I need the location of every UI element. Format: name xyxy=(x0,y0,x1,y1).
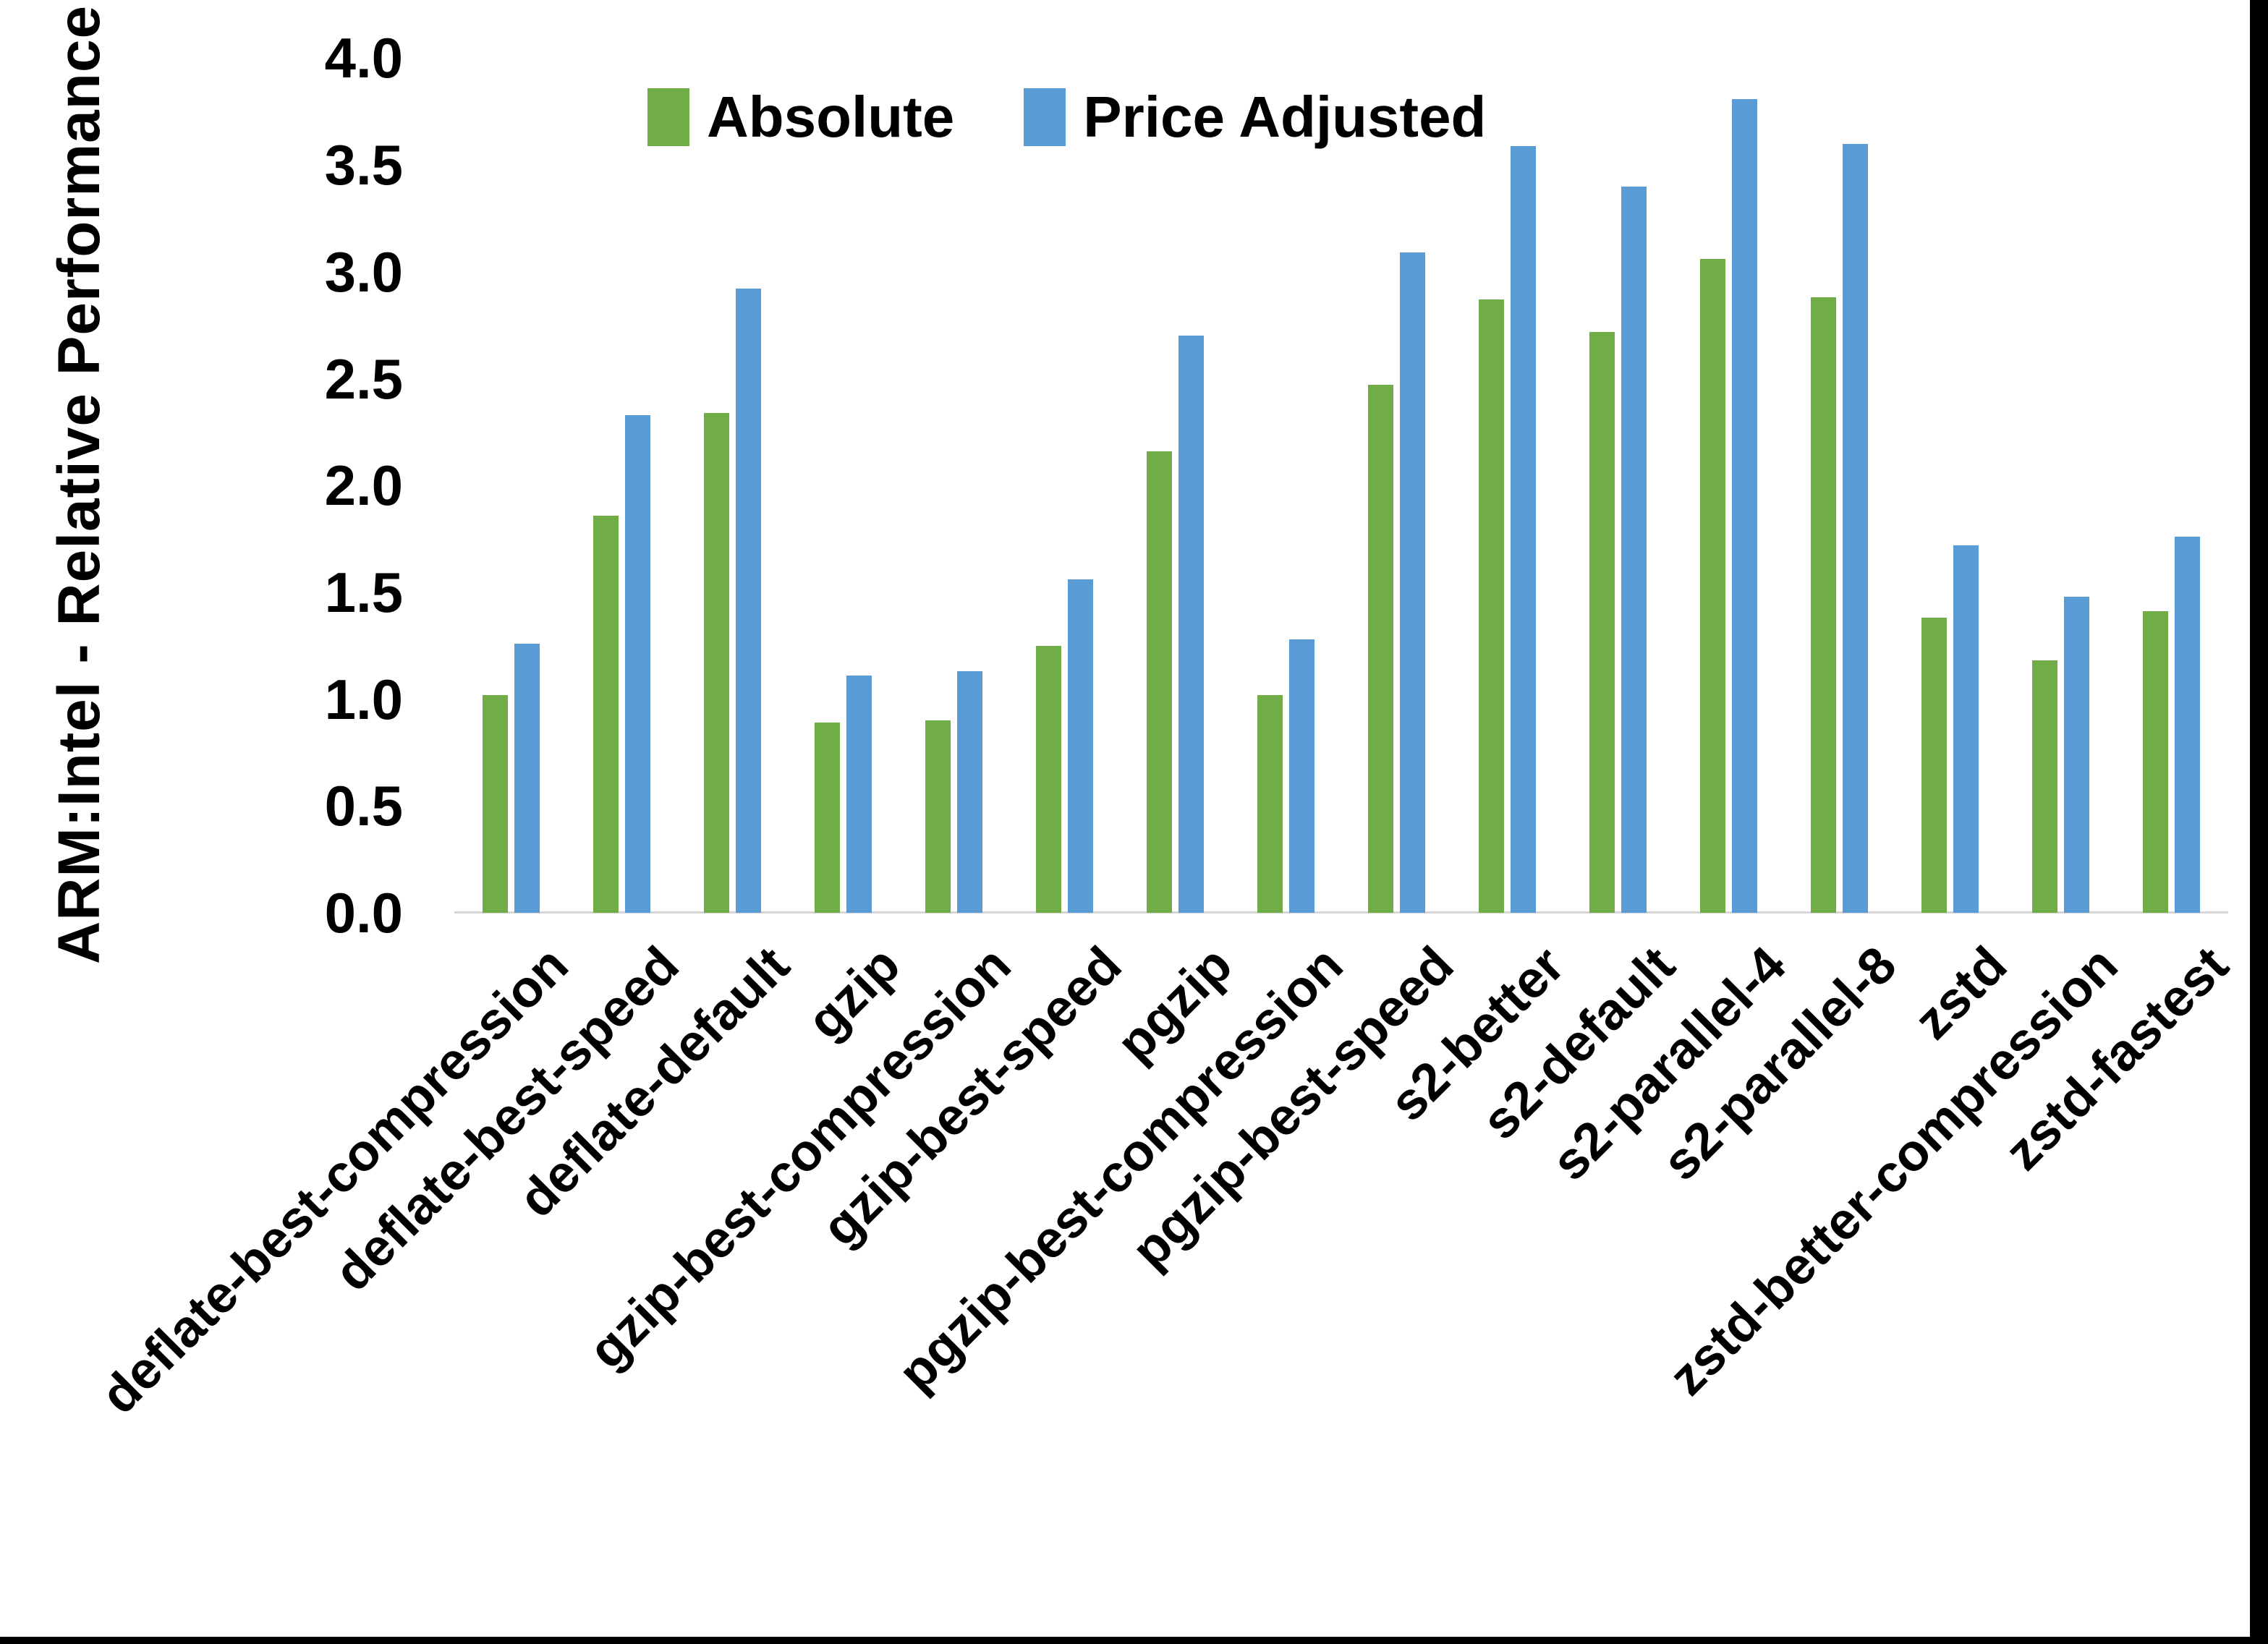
bar-price-adjusted xyxy=(2175,537,2200,913)
legend-label-absolute: Absolute xyxy=(707,85,955,149)
bar-price-adjusted xyxy=(514,644,540,913)
legend-swatch-absolute xyxy=(647,88,689,146)
y-axis-title: ARM:Intel - Relative Performance xyxy=(46,4,112,965)
bar-price-adjusted xyxy=(736,289,761,913)
y-tick-label: 0.5 xyxy=(324,774,403,838)
bar-absolute xyxy=(1257,695,1283,913)
bar-price-adjusted xyxy=(1289,639,1314,913)
bar-price-adjusted xyxy=(625,415,650,913)
bar-absolute xyxy=(1811,297,1836,913)
bar-price-adjusted xyxy=(1953,545,1979,913)
bar-absolute xyxy=(925,720,951,913)
bar-price-adjusted xyxy=(1068,579,1093,913)
y-tick-label: 4.0 xyxy=(324,26,403,90)
bar-absolute xyxy=(1479,299,1504,913)
y-tick-label: 1.5 xyxy=(324,560,403,624)
y-tick-label: 2.5 xyxy=(324,346,403,411)
bar-absolute xyxy=(704,413,729,913)
window-edge-right xyxy=(2250,0,2268,1644)
x-axis-line xyxy=(454,911,2228,913)
bar-absolute xyxy=(1368,385,1393,913)
y-tick-label: 2.0 xyxy=(324,453,403,518)
bar-absolute xyxy=(1589,332,1615,913)
y-tick-label: 3.0 xyxy=(324,239,403,304)
bar-absolute xyxy=(815,723,840,913)
x-axis-tick-label-text: deflate-best-compression xyxy=(90,935,579,1426)
bar-absolute xyxy=(593,516,619,913)
y-tick-label: 0.0 xyxy=(324,881,403,945)
bar-price-adjusted xyxy=(2064,597,2089,913)
y-tick-label: 3.5 xyxy=(324,133,403,197)
bar-price-adjusted xyxy=(846,676,872,913)
bar-price-adjusted xyxy=(1400,252,1425,913)
bar-price-adjusted xyxy=(1511,146,1536,913)
legend: Absolute Price Adjusted xyxy=(647,81,1486,153)
bar-price-adjusted xyxy=(1732,99,1757,913)
x-axis-tick-label: zstd-fastest xyxy=(1187,936,2239,1181)
bar-absolute xyxy=(1147,451,1172,913)
bar-price-adjusted xyxy=(1178,336,1204,913)
legend-label-price-adjusted: Price Adjusted xyxy=(1083,85,1487,149)
window-edge-bottom xyxy=(0,1637,2268,1644)
legend-swatch-price-adjusted xyxy=(1024,88,1066,146)
bar-absolute xyxy=(1921,618,1947,913)
y-tick-label: 1.0 xyxy=(324,667,403,731)
bar-absolute xyxy=(1036,646,1061,913)
bar-price-adjusted xyxy=(957,671,982,913)
bar-price-adjusted xyxy=(1843,144,1868,913)
bar-price-adjusted xyxy=(1621,187,1647,913)
bar-absolute xyxy=(483,695,508,913)
bar-absolute xyxy=(2032,660,2057,913)
bar-absolute xyxy=(2143,611,2168,913)
bar-absolute xyxy=(1700,259,1725,913)
